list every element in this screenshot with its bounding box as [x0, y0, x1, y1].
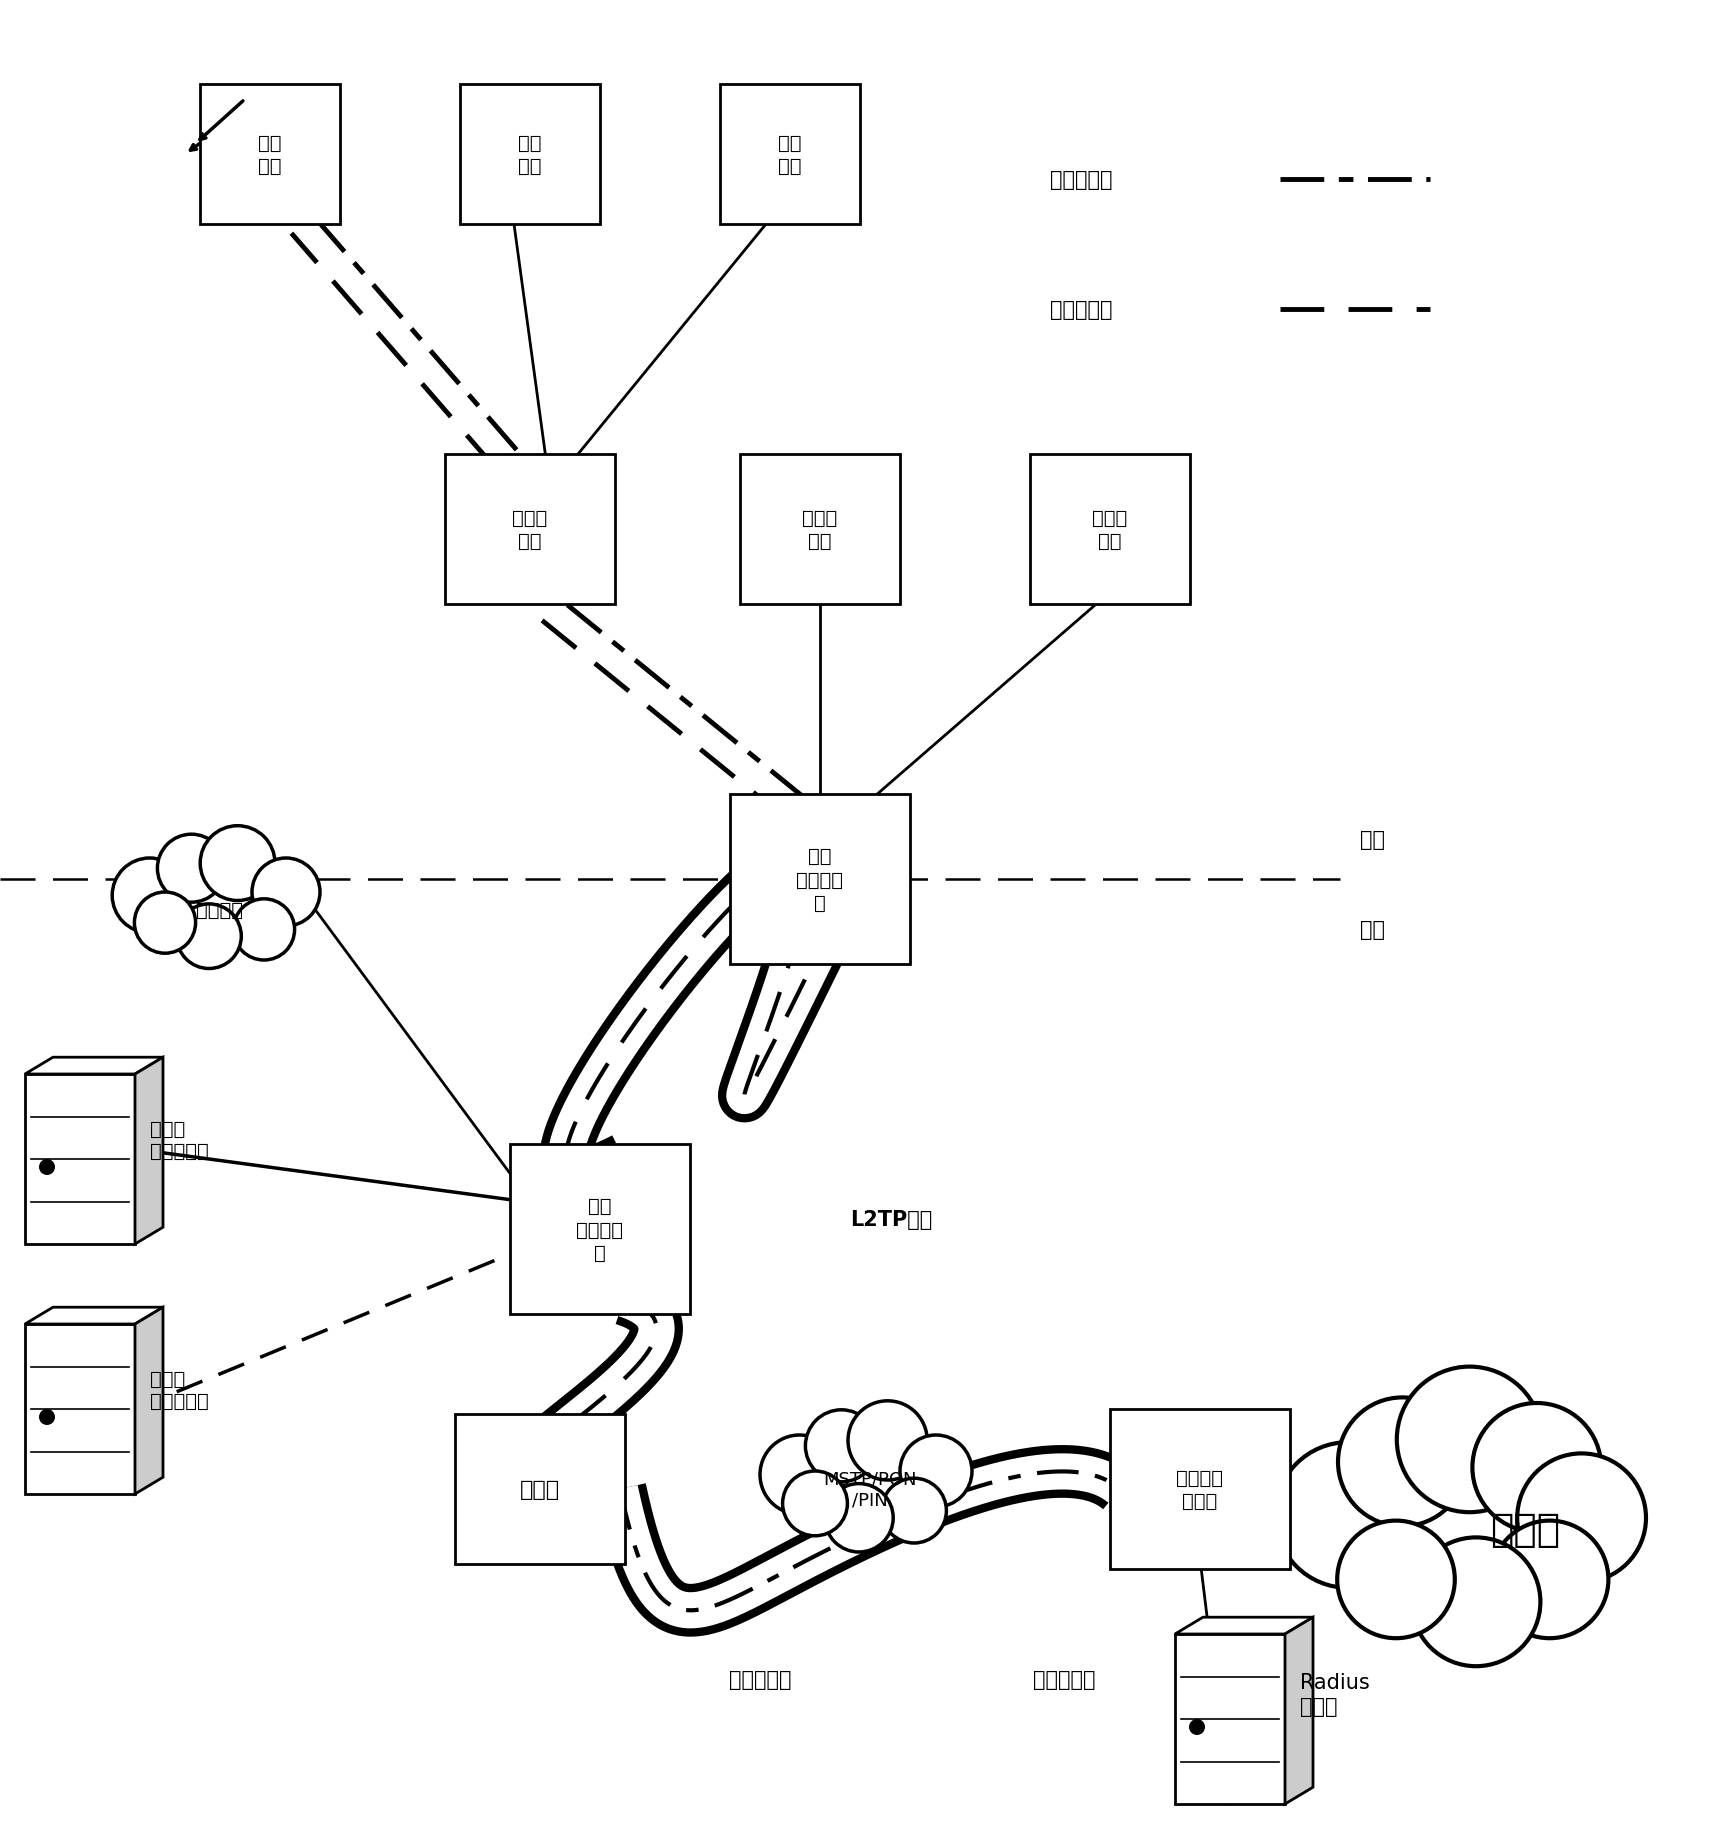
Polygon shape [26, 1057, 163, 1074]
Text: Radius
服务器: Radius 服务器 [1299, 1672, 1369, 1715]
Circle shape [1188, 1719, 1205, 1735]
FancyBboxPatch shape [454, 1415, 624, 1564]
Circle shape [1337, 1398, 1465, 1526]
Polygon shape [26, 1323, 135, 1495]
Text: MSTP/PON
/PIN: MSTP/PON /PIN [823, 1469, 917, 1509]
Text: 接入交
换机: 接入交 换机 [1092, 509, 1128, 551]
Text: 用户
终端: 用户 终端 [518, 133, 542, 177]
Circle shape [806, 1409, 878, 1482]
Circle shape [782, 1471, 847, 1537]
FancyBboxPatch shape [509, 1145, 689, 1314]
Circle shape [900, 1435, 972, 1508]
Text: 三层: 三层 [1359, 919, 1385, 939]
Circle shape [39, 1159, 55, 1176]
FancyBboxPatch shape [1109, 1409, 1289, 1570]
Circle shape [1517, 1453, 1645, 1582]
Text: 校园网
认证服务器: 校园网 认证服务器 [149, 1369, 209, 1409]
Text: 访问校园网: 访问校园网 [1049, 299, 1112, 319]
Text: 访问互联网: 访问互联网 [1049, 170, 1112, 190]
FancyBboxPatch shape [730, 795, 910, 964]
Circle shape [1337, 1520, 1453, 1639]
Text: 用户
终端: 用户 终端 [259, 133, 281, 177]
Text: 接入交
换机: 接入交 换机 [802, 509, 836, 551]
Polygon shape [1284, 1617, 1313, 1805]
Circle shape [1489, 1520, 1608, 1639]
Polygon shape [26, 1074, 135, 1245]
Text: 二层: 二层 [1359, 829, 1385, 850]
Circle shape [158, 835, 225, 902]
Polygon shape [135, 1057, 163, 1245]
Circle shape [177, 904, 242, 970]
Text: 用户
终端: 用户 终端 [778, 133, 800, 177]
Polygon shape [26, 1307, 163, 1323]
Circle shape [134, 893, 195, 953]
FancyBboxPatch shape [444, 454, 615, 605]
Circle shape [39, 1409, 55, 1426]
Circle shape [1472, 1404, 1601, 1531]
Text: 校园
汇聚交换
机: 校园 汇聚交换 机 [795, 846, 843, 913]
Circle shape [1275, 1442, 1419, 1588]
Polygon shape [1174, 1633, 1284, 1805]
Text: 校园网
内容服务器: 校园网 内容服务器 [149, 1119, 209, 1159]
Text: 互联网出口: 互联网出口 [728, 1670, 790, 1690]
Circle shape [1411, 1537, 1539, 1666]
Text: 防火墙: 防火墙 [519, 1478, 560, 1499]
Circle shape [847, 1402, 927, 1480]
FancyBboxPatch shape [739, 454, 900, 605]
Circle shape [881, 1478, 946, 1542]
FancyBboxPatch shape [459, 86, 600, 224]
Text: L2TP隙道: L2TP隙道 [850, 1209, 932, 1229]
Text: 宽带接入
服务器: 宽带接入 服务器 [1176, 1468, 1222, 1511]
Text: 城域网: 城域网 [1489, 1509, 1560, 1548]
FancyBboxPatch shape [201, 86, 339, 224]
Circle shape [252, 859, 321, 926]
Circle shape [1395, 1367, 1541, 1513]
Circle shape [233, 899, 295, 961]
FancyBboxPatch shape [720, 86, 859, 224]
Circle shape [201, 826, 274, 901]
Text: 接入交
换机: 接入交 换机 [512, 509, 547, 551]
Circle shape [824, 1484, 893, 1551]
Circle shape [111, 859, 187, 933]
Text: 办公网络: 办公网络 [197, 901, 243, 919]
Text: 互联网出口: 互联网出口 [1032, 1670, 1095, 1690]
Circle shape [759, 1435, 838, 1515]
Polygon shape [1174, 1617, 1313, 1633]
Text: 校园
核心交换
机: 校园 核心交换 机 [576, 1196, 624, 1262]
Polygon shape [135, 1307, 163, 1495]
FancyBboxPatch shape [1030, 454, 1190, 605]
